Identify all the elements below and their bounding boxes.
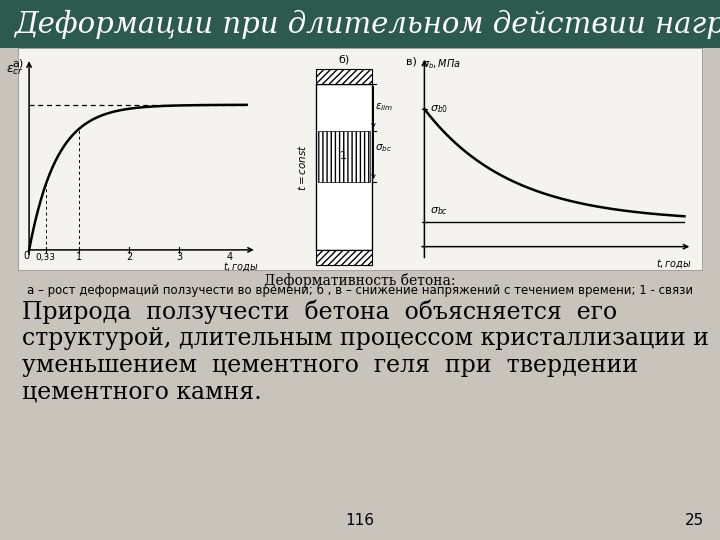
- Text: 0,33: 0,33: [35, 253, 55, 262]
- Bar: [0, 0, 720, 48]
- Text: в): в): [406, 57, 417, 67]
- Text: структурой, длительным процессом кристаллизации и: структурой, длительным процессом кристал…: [22, 327, 709, 350]
- Text: 1: 1: [76, 252, 82, 262]
- Text: $\varepsilon_{lim}$: $\varepsilon_{lim}$: [376, 102, 394, 113]
- Text: $\sigma_{b0}$: $\sigma_{b0}$: [430, 103, 448, 115]
- Bar: [316, 84, 372, 250]
- Text: $\sigma_{bc}$: $\sigma_{bc}$: [376, 141, 392, 153]
- Text: $\sigma_{bc}$: $\sigma_{bc}$: [430, 205, 448, 217]
- Text: б): б): [338, 55, 349, 65]
- Text: 2: 2: [126, 252, 132, 262]
- Bar: [318, 131, 369, 182]
- Text: 1: 1: [341, 151, 347, 161]
- Bar: [18, 48, 702, 270]
- Text: $\varepsilon_{cr}$: $\varepsilon_{cr}$: [6, 64, 24, 77]
- Text: а – рост деформаций ползучести во времени; б , в – снижение напряжений с течение: а – рост деформаций ползучести во времен…: [27, 284, 693, 297]
- Text: 4: 4: [226, 252, 233, 262]
- Bar: [316, 69, 372, 84]
- Text: 3: 3: [176, 252, 182, 262]
- Text: $t, годы$: $t, годы$: [656, 258, 692, 271]
- Text: 25: 25: [685, 513, 705, 528]
- Text: 116: 116: [346, 513, 374, 528]
- Text: а): а): [13, 58, 24, 69]
- Text: Деформативность бетона:: Деформативность бетона:: [264, 273, 456, 288]
- Text: Природа  ползучести  бетона  объясняется  его: Природа ползучести бетона объясняется ег…: [22, 300, 617, 325]
- Text: цементного камня.: цементного камня.: [22, 381, 262, 404]
- Text: $t=const$: $t=const$: [296, 144, 308, 191]
- Text: $\sigma_b, МПа$: $\sigma_b, МПа$: [422, 57, 461, 71]
- Text: 0: 0: [23, 251, 30, 261]
- Text: уменьшением  цементного  геля  при  твердении: уменьшением цементного геля при твердени…: [22, 354, 638, 377]
- Text: Деформации при длительном действии нагрузки: Деформации при длительном действии нагру…: [14, 9, 720, 38]
- Bar: [316, 250, 372, 265]
- Text: $t, годы$: $t, годы$: [223, 260, 259, 273]
